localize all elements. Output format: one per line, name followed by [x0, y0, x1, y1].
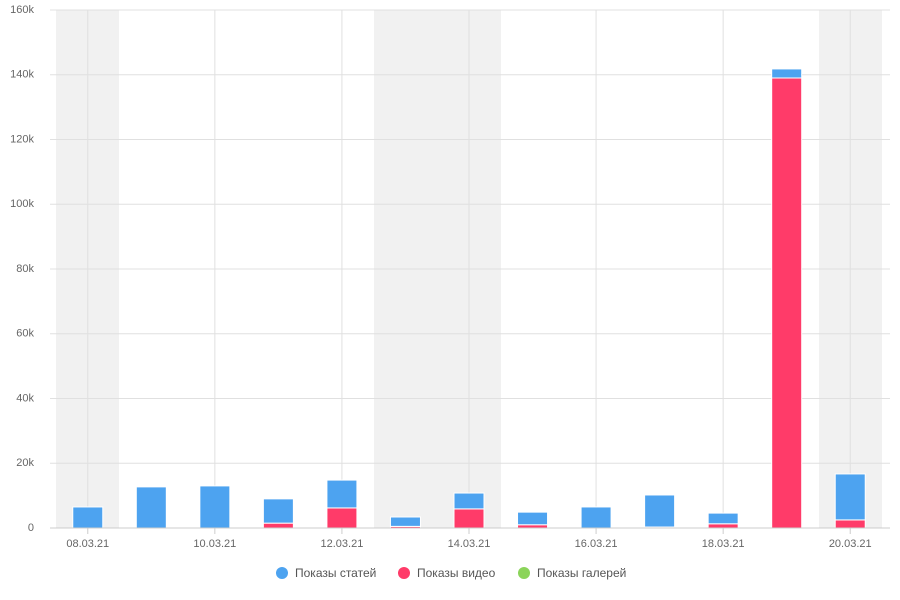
legend-marker — [398, 567, 410, 579]
bar-segment — [326, 479, 358, 509]
y-tick-label: 80k — [16, 263, 34, 275]
bar-segment — [771, 68, 803, 79]
y-tick-label: 160k — [10, 4, 34, 16]
y-tick-label: 20k — [16, 457, 34, 469]
x-tick-label: 14.03.21 — [448, 538, 491, 550]
bar-segment — [771, 77, 803, 529]
bar-segment — [707, 512, 739, 525]
x-tick-label: 18.03.21 — [702, 538, 745, 550]
x-tick-label: 08.03.21 — [66, 538, 109, 550]
bar-segment — [262, 522, 294, 529]
bar-segment — [517, 511, 549, 526]
bar-segment — [199, 485, 231, 529]
x-tick-label: 12.03.21 — [321, 538, 364, 550]
y-tick-label: 0 — [28, 522, 34, 534]
y-tick-label: 40k — [16, 392, 34, 404]
bar-segment — [72, 506, 104, 529]
legend-label: Показы галерей — [537, 566, 626, 580]
x-tick-label: 10.03.21 — [193, 538, 236, 550]
y-tick-label: 60k — [16, 328, 34, 340]
bar-segment — [580, 506, 612, 529]
y-tick-label: 100k — [10, 198, 34, 210]
bar-segment — [135, 486, 167, 529]
y-tick-label: 120k — [10, 133, 34, 145]
legend-label: Показы видео — [417, 566, 496, 580]
legend-label: Показы статей — [295, 566, 376, 580]
bar-segment — [834, 519, 866, 529]
x-tick-label: 20.03.21 — [829, 538, 872, 550]
bar-segment — [707, 523, 739, 529]
legend-marker — [276, 567, 288, 579]
bar-segment — [453, 508, 485, 529]
bar-segment — [834, 473, 866, 521]
bar-segment — [644, 494, 676, 528]
bar-segment — [453, 492, 485, 510]
bar-segment — [389, 516, 421, 527]
legend: Показы статей Показы видео Показы галерей — [276, 566, 626, 580]
x-tick-label: 16.03.21 — [575, 538, 618, 550]
legend-marker — [518, 567, 530, 579]
y-tick-label: 140k — [10, 69, 34, 81]
bar-segment — [262, 498, 294, 524]
bar-segment — [326, 507, 358, 529]
